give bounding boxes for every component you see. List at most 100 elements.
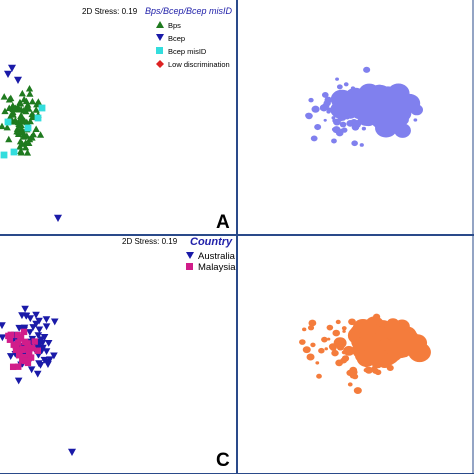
bubble-point: [310, 342, 316, 348]
bps-point: [3, 123, 11, 131]
australia-point: [44, 361, 52, 368]
panel-a: 2D Stress: 0.19 Bps/Bcep/Bcep misID Bps …: [0, 6, 233, 233]
australia-point: [26, 315, 35, 323]
bps-point: [5, 135, 13, 143]
bps-point: [24, 101, 32, 108]
bps-point: [17, 128, 25, 135]
bubble-point: [337, 93, 343, 98]
malaysia-point: [14, 331, 21, 339]
australia-point: [50, 318, 59, 326]
panel-d: [299, 313, 431, 395]
bcep-point: [54, 214, 62, 222]
bubble-point: [302, 327, 307, 332]
panel-b-points: [305, 66, 423, 147]
panel-a-points: [0, 64, 62, 222]
australia-point: [33, 370, 42, 378]
legend-malaysia-marker: [186, 263, 193, 270]
legend-australia-marker: [186, 252, 194, 259]
bubble-point: [336, 84, 343, 90]
bps-point: [25, 105, 33, 112]
australia-point: [15, 324, 23, 332]
panel-a-stress: 2D Stress: 0.19: [82, 7, 138, 16]
australia-point: [14, 377, 23, 385]
malaysia-point: [9, 363, 17, 371]
bps-point: [0, 93, 8, 100]
bubble-point: [379, 338, 392, 349]
australia-point: [34, 332, 43, 340]
bubble-point: [322, 102, 330, 110]
malaysia-point: [7, 331, 15, 339]
bcep-misid-point: [34, 114, 42, 122]
bps-point: [33, 100, 41, 108]
bubble-point: [379, 91, 399, 109]
bubble-point: [311, 105, 320, 113]
australia-point: [40, 356, 49, 364]
australia-point: [18, 312, 26, 320]
bps-point: [6, 113, 14, 120]
bps-point: [5, 96, 13, 103]
bubble-point: [364, 366, 373, 374]
bps-point: [36, 131, 45, 138]
bcep-misid-point: [4, 118, 12, 126]
australia-point: [27, 366, 36, 374]
legend-malaysia-label: Malaysia: [198, 262, 236, 273]
malaysia-point: [28, 345, 36, 352]
bubble-point: [302, 346, 311, 354]
malaysia-point: [12, 346, 20, 353]
bubble-point: [389, 115, 403, 128]
bubble-point: [323, 118, 327, 122]
bubble-point: [413, 118, 418, 122]
bubble-point: [321, 336, 328, 343]
bubble-point: [359, 143, 364, 147]
bps-point: [25, 85, 34, 92]
bcep-point: [8, 64, 16, 72]
bubble-point: [332, 126, 341, 134]
legend-bcep-misid-label: Bcep misID: [168, 47, 207, 56]
malaysia-point: [12, 342, 20, 349]
malaysia-point: [20, 328, 28, 336]
panel-c-label: C: [216, 450, 230, 471]
bcep-point: [14, 76, 22, 84]
bubble-point: [343, 345, 355, 356]
australia-point: [32, 320, 40, 328]
bubble-point: [344, 109, 350, 114]
bubble-point: [382, 131, 386, 135]
malaysia-point: [15, 352, 23, 359]
bps-point: [13, 125, 22, 132]
bubble-point: [331, 116, 336, 120]
australia-point: [6, 353, 15, 360]
bubble-point: [364, 344, 385, 362]
malaysia-point: [17, 335, 24, 342]
bubble-point: [335, 319, 341, 325]
australia-point: [42, 348, 51, 356]
legend-low-discrimination-marker: [156, 60, 164, 68]
bps-point: [25, 139, 33, 147]
legend-bcep-marker: [156, 34, 164, 41]
bubble-point: [333, 337, 347, 349]
bubble-point: [299, 339, 306, 345]
bubble-point: [310, 135, 318, 142]
bubble-point: [308, 97, 314, 103]
australia-point: [40, 334, 49, 341]
bcep-misid-point: [38, 104, 46, 112]
australia-point: [32, 311, 40, 319]
australia-point: [26, 329, 34, 336]
bubble-point: [353, 387, 362, 395]
legend-bcep-misid-marker: [156, 47, 163, 54]
panel-c-legend-title: Country: [190, 236, 233, 248]
bps-point: [28, 110, 36, 118]
panel-c-points: [0, 305, 76, 456]
bubble-point: [353, 121, 361, 128]
bps-point: [17, 99, 25, 107]
panel-c-stress: 2D Stress: 0.19: [122, 237, 178, 246]
bps-point: [17, 149, 25, 156]
australia-point: [50, 352, 58, 360]
panel-a-legend-title: Bps/Bcep/Bcep misID: [145, 6, 233, 16]
australia-point: [46, 356, 54, 364]
bubble-point: [331, 349, 339, 357]
bps-point: [18, 140, 27, 147]
bubble-point: [326, 324, 334, 331]
bubble-point: [305, 112, 313, 120]
bubble-point: [327, 337, 331, 341]
bps-point: [11, 116, 19, 124]
